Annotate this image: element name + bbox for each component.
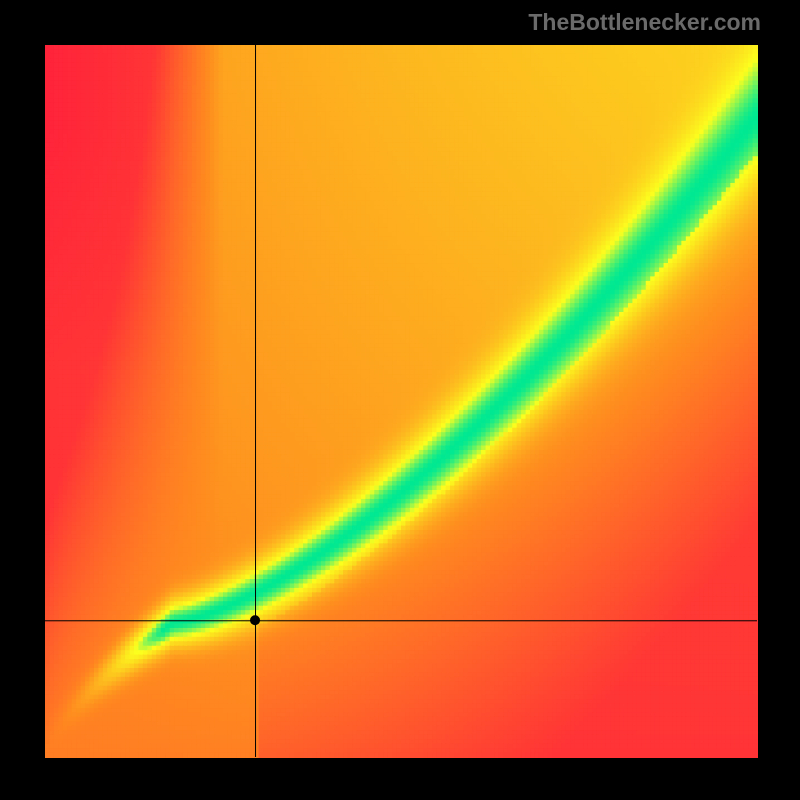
bottleneck-heatmap: [0, 0, 800, 800]
watermark-text: TheBottlenecker.com: [528, 9, 761, 36]
